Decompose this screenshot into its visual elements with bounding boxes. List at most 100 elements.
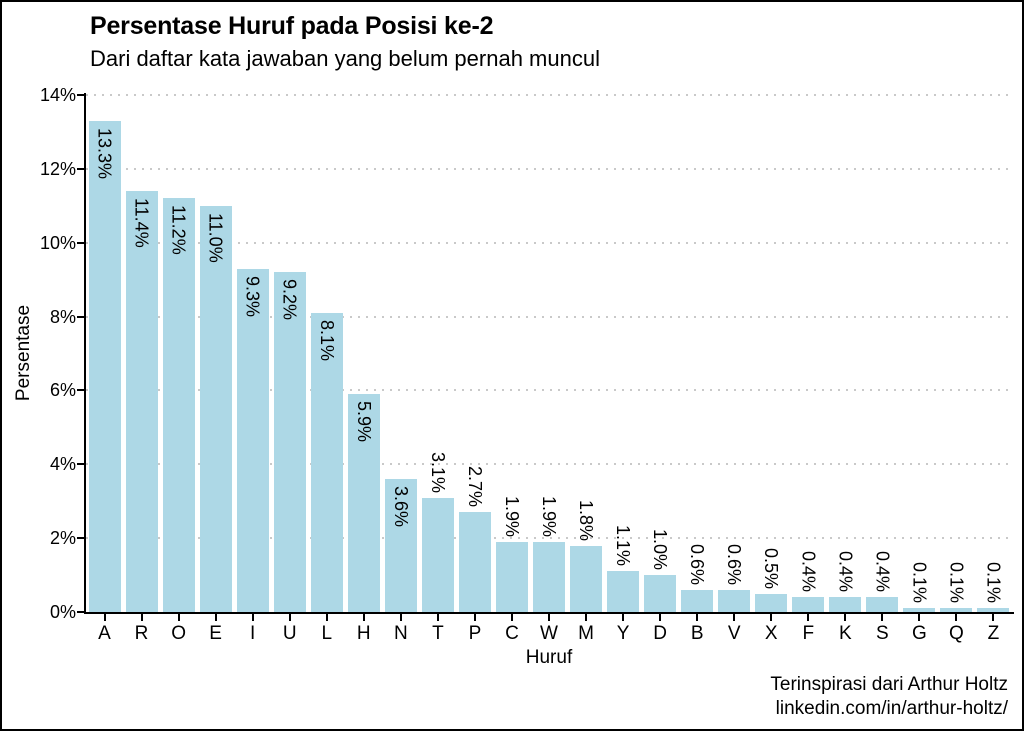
bar-L: [310, 312, 343, 612]
x-tick-mark: [103, 614, 106, 621]
bar-value-label-K: 0.4%: [835, 551, 856, 593]
bar-U: [273, 272, 306, 612]
bar-S: [866, 597, 899, 612]
bar-value-label-D: 1.0%: [650, 529, 671, 571]
y-tick-mark: [77, 167, 84, 170]
x-axis-line: [84, 612, 1014, 614]
x-tick-label-L: L: [321, 623, 333, 644]
x-tick-mark: [251, 614, 254, 621]
bar-P: [458, 512, 491, 612]
x-tick-label-P: P: [468, 623, 482, 644]
y-tick-mark: [77, 94, 84, 96]
bar-C: [495, 541, 528, 612]
x-tick-mark: [770, 614, 773, 621]
bar-value-label-M: 1.8%: [576, 499, 597, 541]
x-tick-mark: [510, 614, 513, 621]
caption-line-2: linkedin.com/in/arthur-holtz/: [775, 698, 1008, 719]
plot-area: 13.3% 11.4% 11.2% 11.0% 9.3% 9.2% 8.1% 5.9% 3.6%…: [86, 94, 1012, 612]
y-tick-mark: [77, 241, 84, 244]
x-tick-mark: [214, 614, 217, 621]
bar-X: [755, 593, 788, 612]
caption: Terinspirasi dari Arthur Holtz linkedin.…: [770, 673, 1008, 721]
y-tick-label: 4%: [49, 454, 76, 475]
bar-K: [829, 597, 862, 612]
bar-Q: [940, 608, 973, 612]
x-tick-label-N: N: [393, 623, 408, 644]
x-tick-label-I: I: [250, 623, 256, 644]
x-tick-label-T: T: [432, 623, 444, 644]
bar-F: [792, 597, 825, 612]
x-tick-label-U: U: [282, 623, 297, 644]
x-tick-label-Q: Q: [949, 623, 964, 644]
gridline-12pct: [86, 167, 1012, 170]
bar-value-label-Q: 0.1%: [946, 562, 967, 604]
x-tick-mark: [288, 614, 291, 621]
bar-Z: [977, 608, 1010, 612]
x-tick-label-V: V: [727, 623, 741, 644]
x-tick-label-C: C: [505, 623, 519, 644]
bar-value-label-X: 0.5%: [761, 547, 782, 589]
bar-A: [88, 120, 121, 612]
bar-value-label-F: 0.4%: [798, 551, 819, 593]
y-tick-label: 10%: [39, 232, 76, 253]
bar-value-label-R: 11.4%: [131, 198, 152, 248]
y-tick-mark: [77, 611, 84, 613]
bar-T: [421, 497, 454, 612]
x-tick-mark: [622, 614, 625, 621]
bar-value-label-O: 11.2%: [168, 205, 189, 256]
x-tick-label-Z: Z: [987, 623, 1000, 644]
bar-W: [533, 541, 565, 612]
x-tick-mark: [140, 614, 143, 621]
y-tick-mark: [77, 537, 84, 540]
y-tick-label: 2%: [49, 528, 76, 549]
x-tick-mark: [659, 614, 662, 621]
bar-Y: [607, 571, 640, 612]
y-tick-label: 14%: [39, 85, 76, 105]
x-tick-mark: [807, 614, 810, 621]
bar-D: [644, 575, 677, 612]
x-tick-label-D: D: [653, 623, 667, 644]
x-tick-label-K: K: [838, 623, 852, 644]
y-axis-line: [84, 93, 86, 614]
x-tick-mark: [399, 614, 402, 621]
bar-M: [570, 545, 603, 612]
caption-line-1: Terinspirasi dari Arthur Holtz: [770, 674, 1008, 695]
bar-E: [199, 205, 232, 612]
bar-value-label-U: 9.2%: [279, 279, 300, 321]
bar-value-label-A: 13.3%: [94, 127, 115, 179]
bar-I: [236, 268, 269, 612]
x-tick-label-W: W: [540, 623, 558, 644]
y-tick-label: 6%: [49, 380, 76, 401]
gridline-2pct: [86, 537, 1012, 540]
gridline-8pct: [86, 315, 1012, 318]
x-tick-label-E: E: [209, 623, 222, 644]
bar-H: [347, 394, 380, 612]
bar-N: [384, 479, 417, 612]
bar-value-label-W: 1.9%: [539, 495, 559, 537]
x-tick-mark: [696, 614, 699, 621]
y-tick-mark: [77, 315, 84, 318]
x-tick-mark: [362, 614, 365, 621]
y-axis-title: Persentase: [13, 304, 34, 402]
x-tick-label-M: M: [578, 623, 594, 644]
x-tick-mark: [918, 614, 921, 621]
bar-G: [903, 608, 936, 612]
bar-value-label-Y: 1.1%: [613, 525, 634, 567]
chart-subtitle: Dari daftar kata jawaban yang belum pern…: [90, 46, 600, 71]
x-axis-title: Huruf: [525, 647, 573, 668]
bar-value-label-Z: 0.1%: [983, 562, 1004, 604]
gridline-6pct: [86, 389, 1012, 392]
x-tick-mark: [881, 614, 884, 621]
x-tick-label-R: R: [134, 623, 149, 644]
gridline-14pct: [86, 94, 1012, 96]
y-tick-label: 8%: [49, 306, 76, 327]
x-tick-mark: [473, 614, 476, 621]
y-tick-label: 12%: [39, 158, 76, 179]
x-tick-label-Y: Y: [616, 623, 630, 644]
chart-title: Persentase Huruf pada Posisi ke-2: [90, 12, 494, 40]
bar-value-label-P: 2.7%: [464, 466, 485, 508]
x-tick-label-H: H: [356, 623, 371, 644]
bar-value-label-C: 1.9%: [501, 495, 522, 537]
x-tick-mark: [992, 614, 995, 621]
bar-value-label-E: 11.0%: [205, 212, 226, 263]
